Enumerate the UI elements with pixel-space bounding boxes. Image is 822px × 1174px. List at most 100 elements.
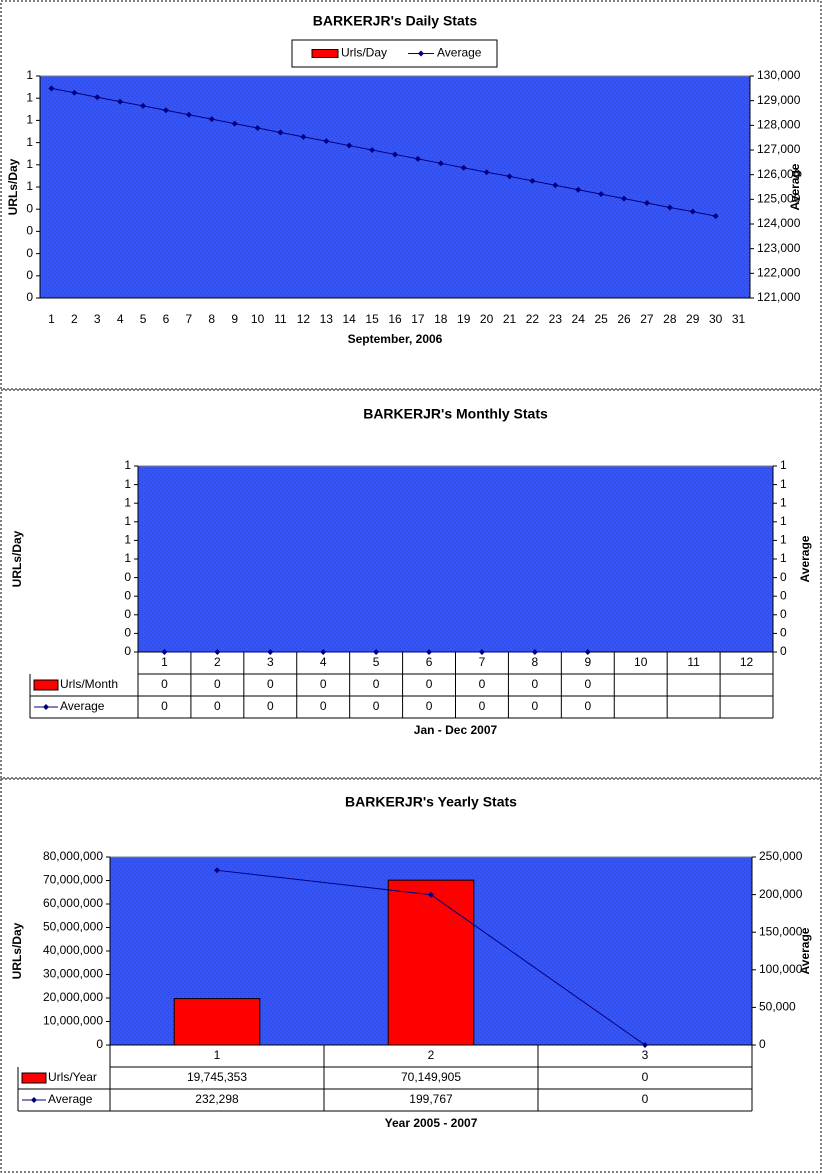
- y-tick-label: 60,000,000: [43, 896, 103, 910]
- panel-border: [0, 778, 822, 1173]
- bar: [387, 879, 475, 1046]
- table-value: 232,298: [195, 1092, 239, 1106]
- x-tick-label: 16: [388, 312, 402, 326]
- line-marker: [231, 120, 238, 127]
- y2-tick-label: 0: [780, 570, 787, 584]
- y-tick-label: 40,000,000: [43, 943, 103, 957]
- x-tick-label: 9: [584, 655, 591, 669]
- y-tick-label: 1: [26, 68, 33, 82]
- line-marker: [426, 649, 433, 655]
- y2-axis-label: Average: [788, 163, 802, 210]
- table-value: 0: [320, 699, 327, 713]
- y2-axis-label: Average: [798, 927, 812, 974]
- x-tick-label: 4: [117, 312, 124, 326]
- x-tick-label: 2: [428, 1048, 435, 1062]
- table-value: 70,149,905: [401, 1070, 461, 1084]
- line-marker: [300, 133, 307, 140]
- table-value: 0: [373, 699, 380, 713]
- y2-tick-label: 0: [780, 626, 787, 640]
- y-axis-label: URLs/Day: [10, 530, 24, 587]
- y-tick-label: 1: [124, 551, 131, 565]
- line-marker: [48, 85, 55, 92]
- line-marker: [373, 649, 380, 655]
- legend-label: Urls/Month: [60, 677, 118, 691]
- x-tick-label: 6: [426, 655, 433, 669]
- x-tick-label: 11: [274, 312, 287, 326]
- table-value: 0: [267, 699, 274, 713]
- table-value: 0: [642, 1070, 649, 1084]
- line-marker: [689, 208, 696, 215]
- series-line: [51, 87, 716, 217]
- chart-title: BARKERJR's Daily Stats: [313, 13, 478, 29]
- y-tick-label: 1: [124, 514, 131, 528]
- x-tick-label: 3: [94, 312, 101, 326]
- x-tick-label: 8: [208, 312, 215, 326]
- bar: [173, 998, 261, 1046]
- table-value: 0: [214, 677, 221, 691]
- x-tick-label: 11: [687, 655, 700, 669]
- x-tick-label: 7: [479, 655, 486, 669]
- table-value: 0: [584, 699, 591, 713]
- y-tick-label: 1: [26, 179, 33, 193]
- plot-area: [137, 465, 774, 653]
- y-tick-label: 30,000,000: [43, 967, 103, 981]
- line-marker: [71, 89, 78, 96]
- y2-tick-label: 128,000: [757, 118, 801, 132]
- legend-swatch: [311, 49, 339, 58]
- line-marker: [369, 147, 376, 153]
- x-tick-label: 10: [251, 312, 265, 326]
- line-marker: [320, 649, 327, 655]
- y2-tick-label: 1: [780, 551, 787, 565]
- y-tick-label: 0: [26, 246, 33, 260]
- y-tick-label: 1: [26, 90, 33, 104]
- line-marker: [140, 102, 147, 109]
- line-marker: [254, 125, 261, 132]
- y-tick-label: 1: [26, 135, 33, 149]
- table-value: 0: [267, 677, 274, 691]
- x-tick-label: 23: [549, 312, 563, 326]
- y-tick-label: 0: [124, 607, 131, 621]
- table-value: 0: [320, 677, 327, 691]
- x-tick-label: 29: [686, 312, 700, 326]
- y2-tick-label: 250,000: [759, 849, 803, 863]
- x-tick-label: 18: [434, 312, 448, 326]
- y2-tick-label: 0: [759, 1037, 766, 1051]
- y-tick-label: 1: [124, 458, 131, 472]
- line-marker: [666, 204, 673, 211]
- y2-tick-label: 123,000: [757, 241, 801, 255]
- y2-tick-label: 200,000: [759, 887, 803, 901]
- legend-swatch: [33, 679, 59, 691]
- x-tick-label: 30: [709, 312, 723, 326]
- x-tick-label: 10: [634, 655, 648, 669]
- y2-axis-label: Average: [798, 535, 812, 582]
- legend-label: Average: [60, 699, 105, 713]
- line-marker: [621, 195, 628, 202]
- y-tick-label: 0: [124, 626, 131, 640]
- line-marker: [483, 169, 490, 176]
- table-value: 0: [642, 1092, 649, 1106]
- y-tick-label: 0: [26, 224, 33, 238]
- y2-tick-label: 126,000: [757, 167, 801, 181]
- x-tick-label: 27: [640, 312, 654, 326]
- table-value: 199,767: [409, 1092, 453, 1106]
- x-tick-label: 12: [740, 655, 754, 669]
- table-value: 0: [426, 699, 433, 713]
- line-marker: [346, 142, 353, 149]
- y2-tick-label: 127,000: [757, 142, 801, 156]
- y2-tick-label: 50,000: [759, 1000, 796, 1014]
- y-tick-label: 0: [26, 201, 33, 215]
- x-tick-label: 2: [71, 312, 78, 326]
- y-tick-label: 1: [124, 533, 131, 547]
- legend-marker: [31, 1097, 37, 1103]
- y-tick-label: 0: [26, 268, 33, 282]
- table-value: 0: [532, 699, 539, 713]
- x-tick-label: 14: [343, 312, 357, 326]
- line-marker: [117, 98, 124, 105]
- y2-tick-label: 1: [780, 495, 787, 509]
- y-tick-label: 70,000,000: [43, 873, 103, 887]
- y2-tick-label: 121,000: [757, 290, 801, 304]
- x-tick-label: 13: [320, 312, 334, 326]
- table-value: 0: [584, 677, 591, 691]
- line-marker: [529, 177, 536, 184]
- line-marker: [414, 155, 421, 162]
